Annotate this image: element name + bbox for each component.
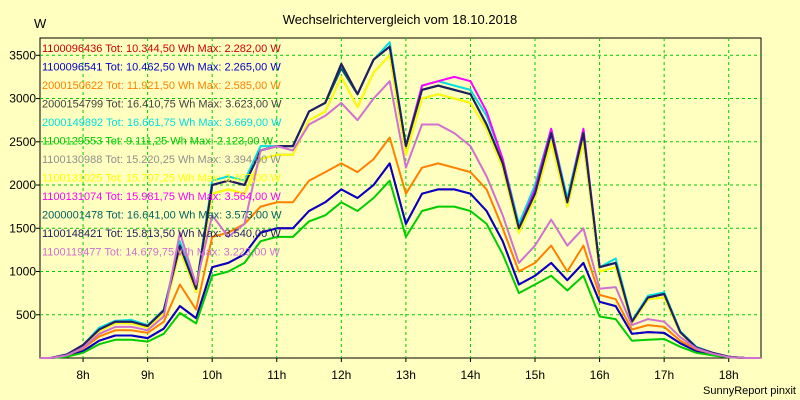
legend-entry-4: 2000154799 Tot: 16.410,75 Wh Max: 3.623,… [42, 99, 282, 111]
x-tick-label: 17h [654, 368, 674, 382]
footer-label: SunnyReport pinxit [703, 385, 796, 397]
x-tick-label: 9h [141, 368, 154, 382]
chart-title: Wechselrichtervergleich vom 18.10.2018 [283, 12, 518, 27]
legend-entry-8: 1100131025 Tot: 15.707,25 Wh Max: 3.407,… [42, 173, 281, 185]
legend-entry-3: 2000150622 Tot: 11.921,50 Wh Max: 2.585,… [42, 80, 281, 92]
legend-entry-12: 1100119477 Tot: 14.679,75 Wh Max: 3.223,… [42, 247, 281, 259]
legend-entry-7: 1100130988 Tot: 15.220,25 Wh Max: 3.394,… [42, 154, 281, 166]
legend-entry-1: 1100096436 Tot: 10.344,50 Wh Max: 2.282,… [42, 43, 281, 55]
plot-area: 500 1000 1500 2000 2500 3000 3500 8h 9h 10h 11h 12h… [9, 37, 762, 382]
legend-entry-6: 1100129553 Tot: 9.111,25 Wh Max: 2.123,0… [42, 136, 274, 148]
legend-entry-11: 1100148421 Tot: 15.813,50 Wh Max: 3.540,… [42, 228, 281, 240]
x-tick-label: 14h [460, 368, 480, 382]
legend-entry-2: 1100096541 Tot: 10.462,50 Wh Max: 2.265,… [42, 62, 281, 74]
x-tick-label: 8h [76, 368, 89, 382]
y-tick-label: 3000 [9, 92, 36, 106]
series-line-12 [40, 80, 761, 359]
series-line-11 [40, 45, 761, 359]
legend-entry-5: 2000149892 Tot: 16.661,75 Wh Max: 3.669,… [42, 117, 282, 129]
y-tick-label: 2500 [9, 135, 36, 149]
x-tick-label: 18h [719, 368, 739, 382]
y-tick-label: 500 [16, 308, 36, 322]
x-tick-label: 16h [590, 368, 610, 382]
plot-frame [39, 37, 762, 359]
x-tick-label: 10h [202, 368, 222, 382]
series-line-6 [40, 179, 761, 359]
x-tick-label: 13h [396, 368, 416, 382]
series-line-2 [40, 162, 761, 359]
legend-entry-9: 1100131074 Tot: 15.981,75 Wh Max: 3.564,… [42, 191, 281, 203]
series-line-3 [40, 136, 761, 359]
x-tick-label: 11h [267, 368, 286, 382]
y-axis-label: W [34, 16, 47, 31]
legend-entry-10: 2000001478 Tot: 16.641,00 Wh Max: 3.573,… [42, 210, 282, 222]
y-tick-label: 1500 [9, 221, 36, 235]
y-tick-label: 1000 [9, 265, 36, 279]
x-tick-label: 12h [331, 368, 351, 382]
x-tick-label: 15h [525, 368, 545, 382]
y-tick-label: 2000 [9, 178, 36, 192]
y-tick-label: 3500 [9, 48, 36, 62]
